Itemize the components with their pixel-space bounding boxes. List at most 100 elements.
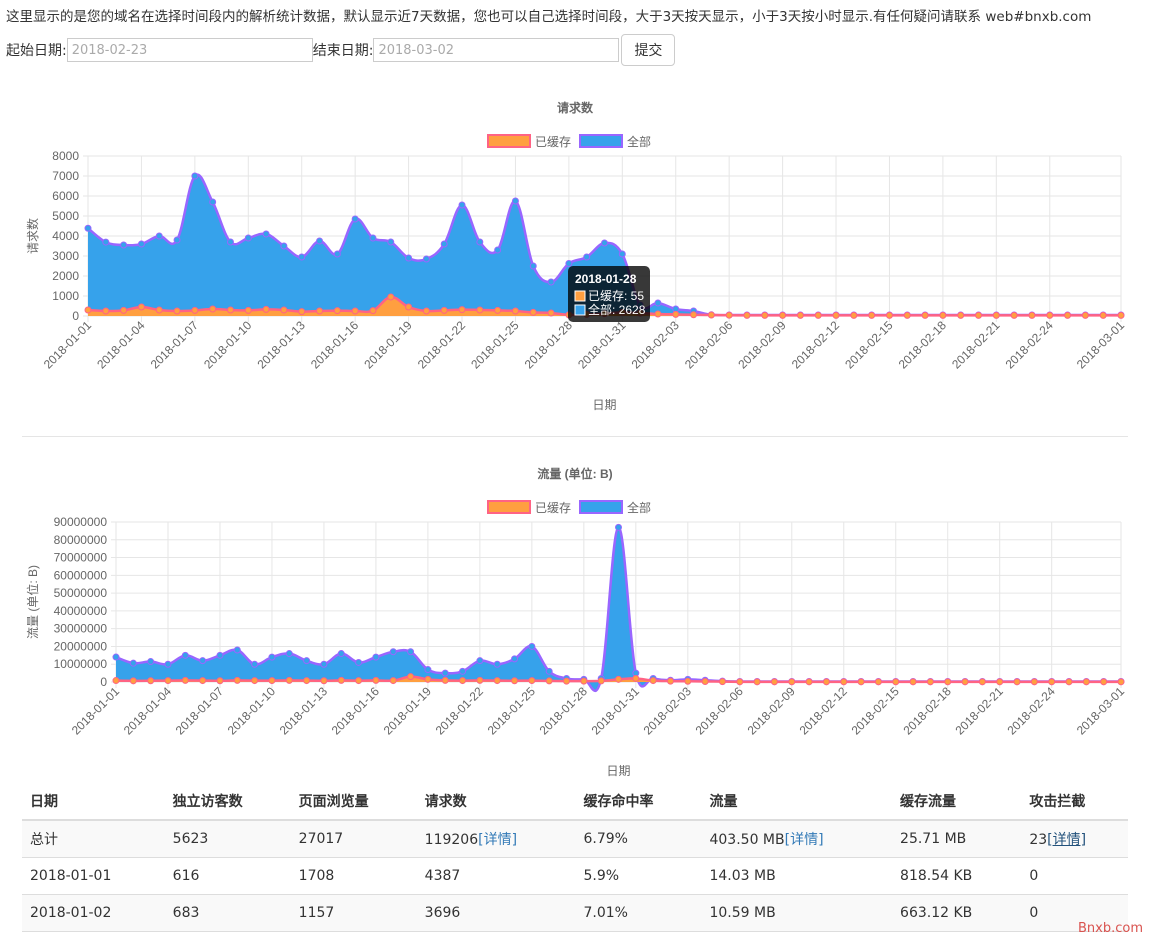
x-tick-label: 2018-01-04: [94, 318, 148, 372]
x-tick-label: 2018-02-12: [789, 318, 843, 372]
data-point: [654, 310, 662, 318]
x-tick-label: 2018-01-28: [537, 684, 591, 738]
chart-divider: [22, 436, 1128, 437]
x-tick-label: 2018-01-16: [329, 684, 383, 738]
x-tick-label: 2018-02-06: [682, 318, 736, 372]
data-point: [1064, 311, 1072, 319]
cell-uv: 616: [164, 857, 291, 895]
x-tick-label: 2018-02-09: [735, 318, 789, 372]
x-tick-label: 2018-02-03: [629, 318, 683, 372]
x-tick-label: 2018-01-10: [225, 684, 279, 738]
data-point: [316, 307, 324, 315]
data-point: [407, 673, 415, 681]
data-point: [120, 306, 128, 314]
data-point: [736, 678, 744, 686]
data-point: [303, 677, 311, 685]
data-point: [874, 678, 882, 686]
cell-attacks: 0: [1021, 857, 1128, 895]
data-point: [209, 198, 217, 206]
data-point: [440, 240, 448, 248]
data-point: [298, 308, 306, 316]
data-point: [147, 658, 155, 666]
series-cached-points: [112, 673, 1125, 686]
y-tick-label: 10000000: [54, 657, 108, 671]
data-point: [528, 677, 536, 685]
data-point: [618, 250, 626, 258]
data-point: [476, 676, 484, 684]
data-point: [529, 308, 537, 316]
data-point: [102, 238, 110, 246]
data-point: [199, 657, 207, 665]
data-point: [788, 678, 796, 686]
data-point: [601, 239, 608, 247]
data-point: [424, 666, 432, 674]
data-point: [244, 306, 252, 314]
cell-date: 2018-01-01: [22, 857, 165, 895]
attacks-detail-link[interactable]: [详情]: [1047, 832, 1087, 848]
data-point: [493, 677, 501, 685]
col-cache-traffic: 缓存流量: [892, 782, 1022, 821]
data-point: [84, 224, 92, 232]
x-tick-label: 2018-02-24: [1003, 318, 1057, 372]
x-tick-label: 2018-03-01: [1074, 318, 1128, 372]
legend-swatch-all: [579, 500, 623, 514]
start-date-input[interactable]: [66, 38, 313, 62]
x-tick-label: 2018-01-16: [308, 318, 362, 372]
data-point: [903, 311, 911, 319]
cell-date: 总计: [22, 820, 165, 858]
table-row: 2018-01-02 683 1157 3696 7.01% 10.59 MB …: [22, 894, 1128, 932]
data-point: [511, 197, 519, 205]
date-range-form: 起始日期: 结束日期: 提交: [6, 34, 676, 66]
data-point: [725, 311, 733, 319]
data-point: [298, 253, 306, 261]
x-tick-label: 2018-01-13: [255, 318, 309, 372]
series-cached-points: [84, 293, 1125, 319]
data-point: [164, 677, 172, 685]
series-all-area: [116, 527, 1121, 691]
cell-hit-rate: 6.79%: [575, 820, 702, 858]
data-point: [173, 236, 181, 244]
data-point: [832, 311, 840, 319]
y-tick-label: 90000000: [54, 515, 108, 529]
data-point: [805, 678, 813, 686]
data-point: [459, 677, 467, 685]
data-point: [226, 306, 234, 314]
data-point: [511, 307, 519, 315]
col-traffic: 流量: [701, 782, 893, 821]
chart-title: 请求数: [557, 100, 594, 115]
data-point: [666, 677, 674, 685]
data-point: [753, 678, 761, 686]
cell-attacks: 0: [1021, 894, 1128, 932]
x-tick-label: 2018-02-18: [901, 684, 955, 738]
data-point: [216, 677, 224, 685]
data-point: [251, 677, 259, 685]
data-point: [1100, 678, 1108, 686]
data-point: [387, 293, 395, 301]
data-point: [476, 657, 484, 665]
data-point: [191, 172, 199, 180]
data-point: [422, 255, 430, 263]
data-point: [926, 678, 934, 686]
data-point: [528, 642, 536, 650]
submit-button[interactable]: 提交: [621, 34, 676, 66]
data-point: [796, 311, 804, 319]
requests-detail-link[interactable]: [详情]: [478, 832, 518, 848]
data-point: [84, 306, 92, 314]
col-uv: 独立访客数: [164, 782, 291, 821]
cell-traffic: 403.50 MB[详情]: [701, 820, 893, 858]
data-point: [333, 250, 341, 258]
data-point: [597, 677, 605, 685]
end-date-input[interactable]: [373, 38, 620, 62]
data-point: [369, 234, 377, 242]
data-point: [583, 253, 591, 261]
cell-attacks: 23[详情]: [1021, 820, 1128, 858]
data-point: [137, 303, 145, 311]
x-tick-label: 2018-02-06: [693, 684, 747, 738]
x-tick-label: 2018-02-21: [953, 684, 1007, 738]
cell-pv: 1708: [290, 857, 417, 895]
data-point: [407, 648, 415, 656]
y-tick-label: 80000000: [54, 533, 108, 547]
data-point: [885, 311, 893, 319]
data-point: [961, 678, 969, 686]
traffic-detail-link[interactable]: [详情]: [784, 832, 824, 848]
